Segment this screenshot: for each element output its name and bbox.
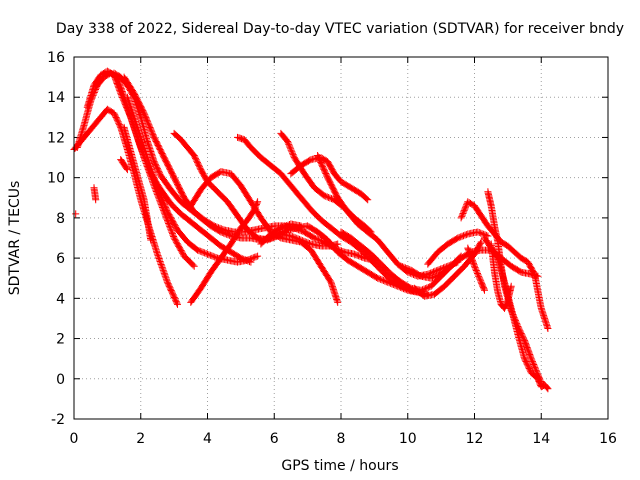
series-markers bbox=[487, 240, 515, 312]
series-markers bbox=[424, 228, 492, 268]
series-markers bbox=[123, 93, 262, 266]
y-tick-label: 12 bbox=[47, 130, 65, 146]
data-marks bbox=[70, 67, 552, 393]
series-markers bbox=[120, 123, 155, 244]
series-s13 bbox=[187, 198, 262, 306]
x-axis-label: GPS time / hours bbox=[281, 458, 398, 474]
chart-title: Day 338 of 2022, Sidereal Day-to-day VTE… bbox=[56, 21, 624, 37]
series-markers bbox=[234, 133, 425, 296]
x-tick-label: 8 bbox=[337, 431, 346, 447]
y-tick-label: 6 bbox=[56, 251, 65, 267]
series-s6 bbox=[123, 93, 262, 266]
x-tick-label: 12 bbox=[466, 431, 484, 447]
y-tick-label: 16 bbox=[47, 50, 65, 66]
x-tick-label: 16 bbox=[599, 431, 617, 447]
series-markers bbox=[187, 198, 262, 306]
series-s22 bbox=[424, 228, 492, 268]
plot-frame bbox=[73, 56, 609, 420]
x-tick-label: 6 bbox=[270, 431, 279, 447]
series-s24 bbox=[464, 244, 488, 294]
y-tick-label: 2 bbox=[56, 332, 65, 348]
y-axis-label: SDTVAR / TECUs bbox=[7, 181, 23, 296]
series-s15 bbox=[257, 220, 305, 248]
series-s14 bbox=[234, 133, 425, 296]
series-s8 bbox=[117, 156, 131, 174]
y-tick-label: -2 bbox=[51, 412, 65, 428]
y-tick-label: 0 bbox=[56, 372, 65, 388]
y-tick-label: 8 bbox=[56, 211, 65, 227]
series-s7 bbox=[120, 123, 155, 244]
x-tick-label: 14 bbox=[532, 431, 550, 447]
series-s27 bbox=[487, 240, 515, 312]
series-s10 bbox=[72, 210, 80, 218]
x-tick-label: 2 bbox=[136, 431, 145, 447]
series-markers bbox=[464, 244, 488, 294]
series-markers bbox=[117, 156, 131, 174]
x-tick-label: 4 bbox=[203, 431, 212, 447]
x-tick-label: 10 bbox=[399, 431, 417, 447]
axis-ticks: 0 2 4 6 8 10 12 14 16 -2 0 2 4 6 8 10 12 14 16 bbox=[47, 50, 617, 447]
series-markers bbox=[257, 220, 305, 248]
series-markers bbox=[72, 210, 80, 218]
y-tick-label: 14 bbox=[47, 90, 65, 106]
y-tick-label: 4 bbox=[56, 291, 65, 307]
y-tick-label: 10 bbox=[47, 171, 65, 187]
series-s9 bbox=[90, 184, 100, 204]
x-tick-label: 0 bbox=[70, 431, 79, 447]
series-markers bbox=[90, 184, 100, 204]
